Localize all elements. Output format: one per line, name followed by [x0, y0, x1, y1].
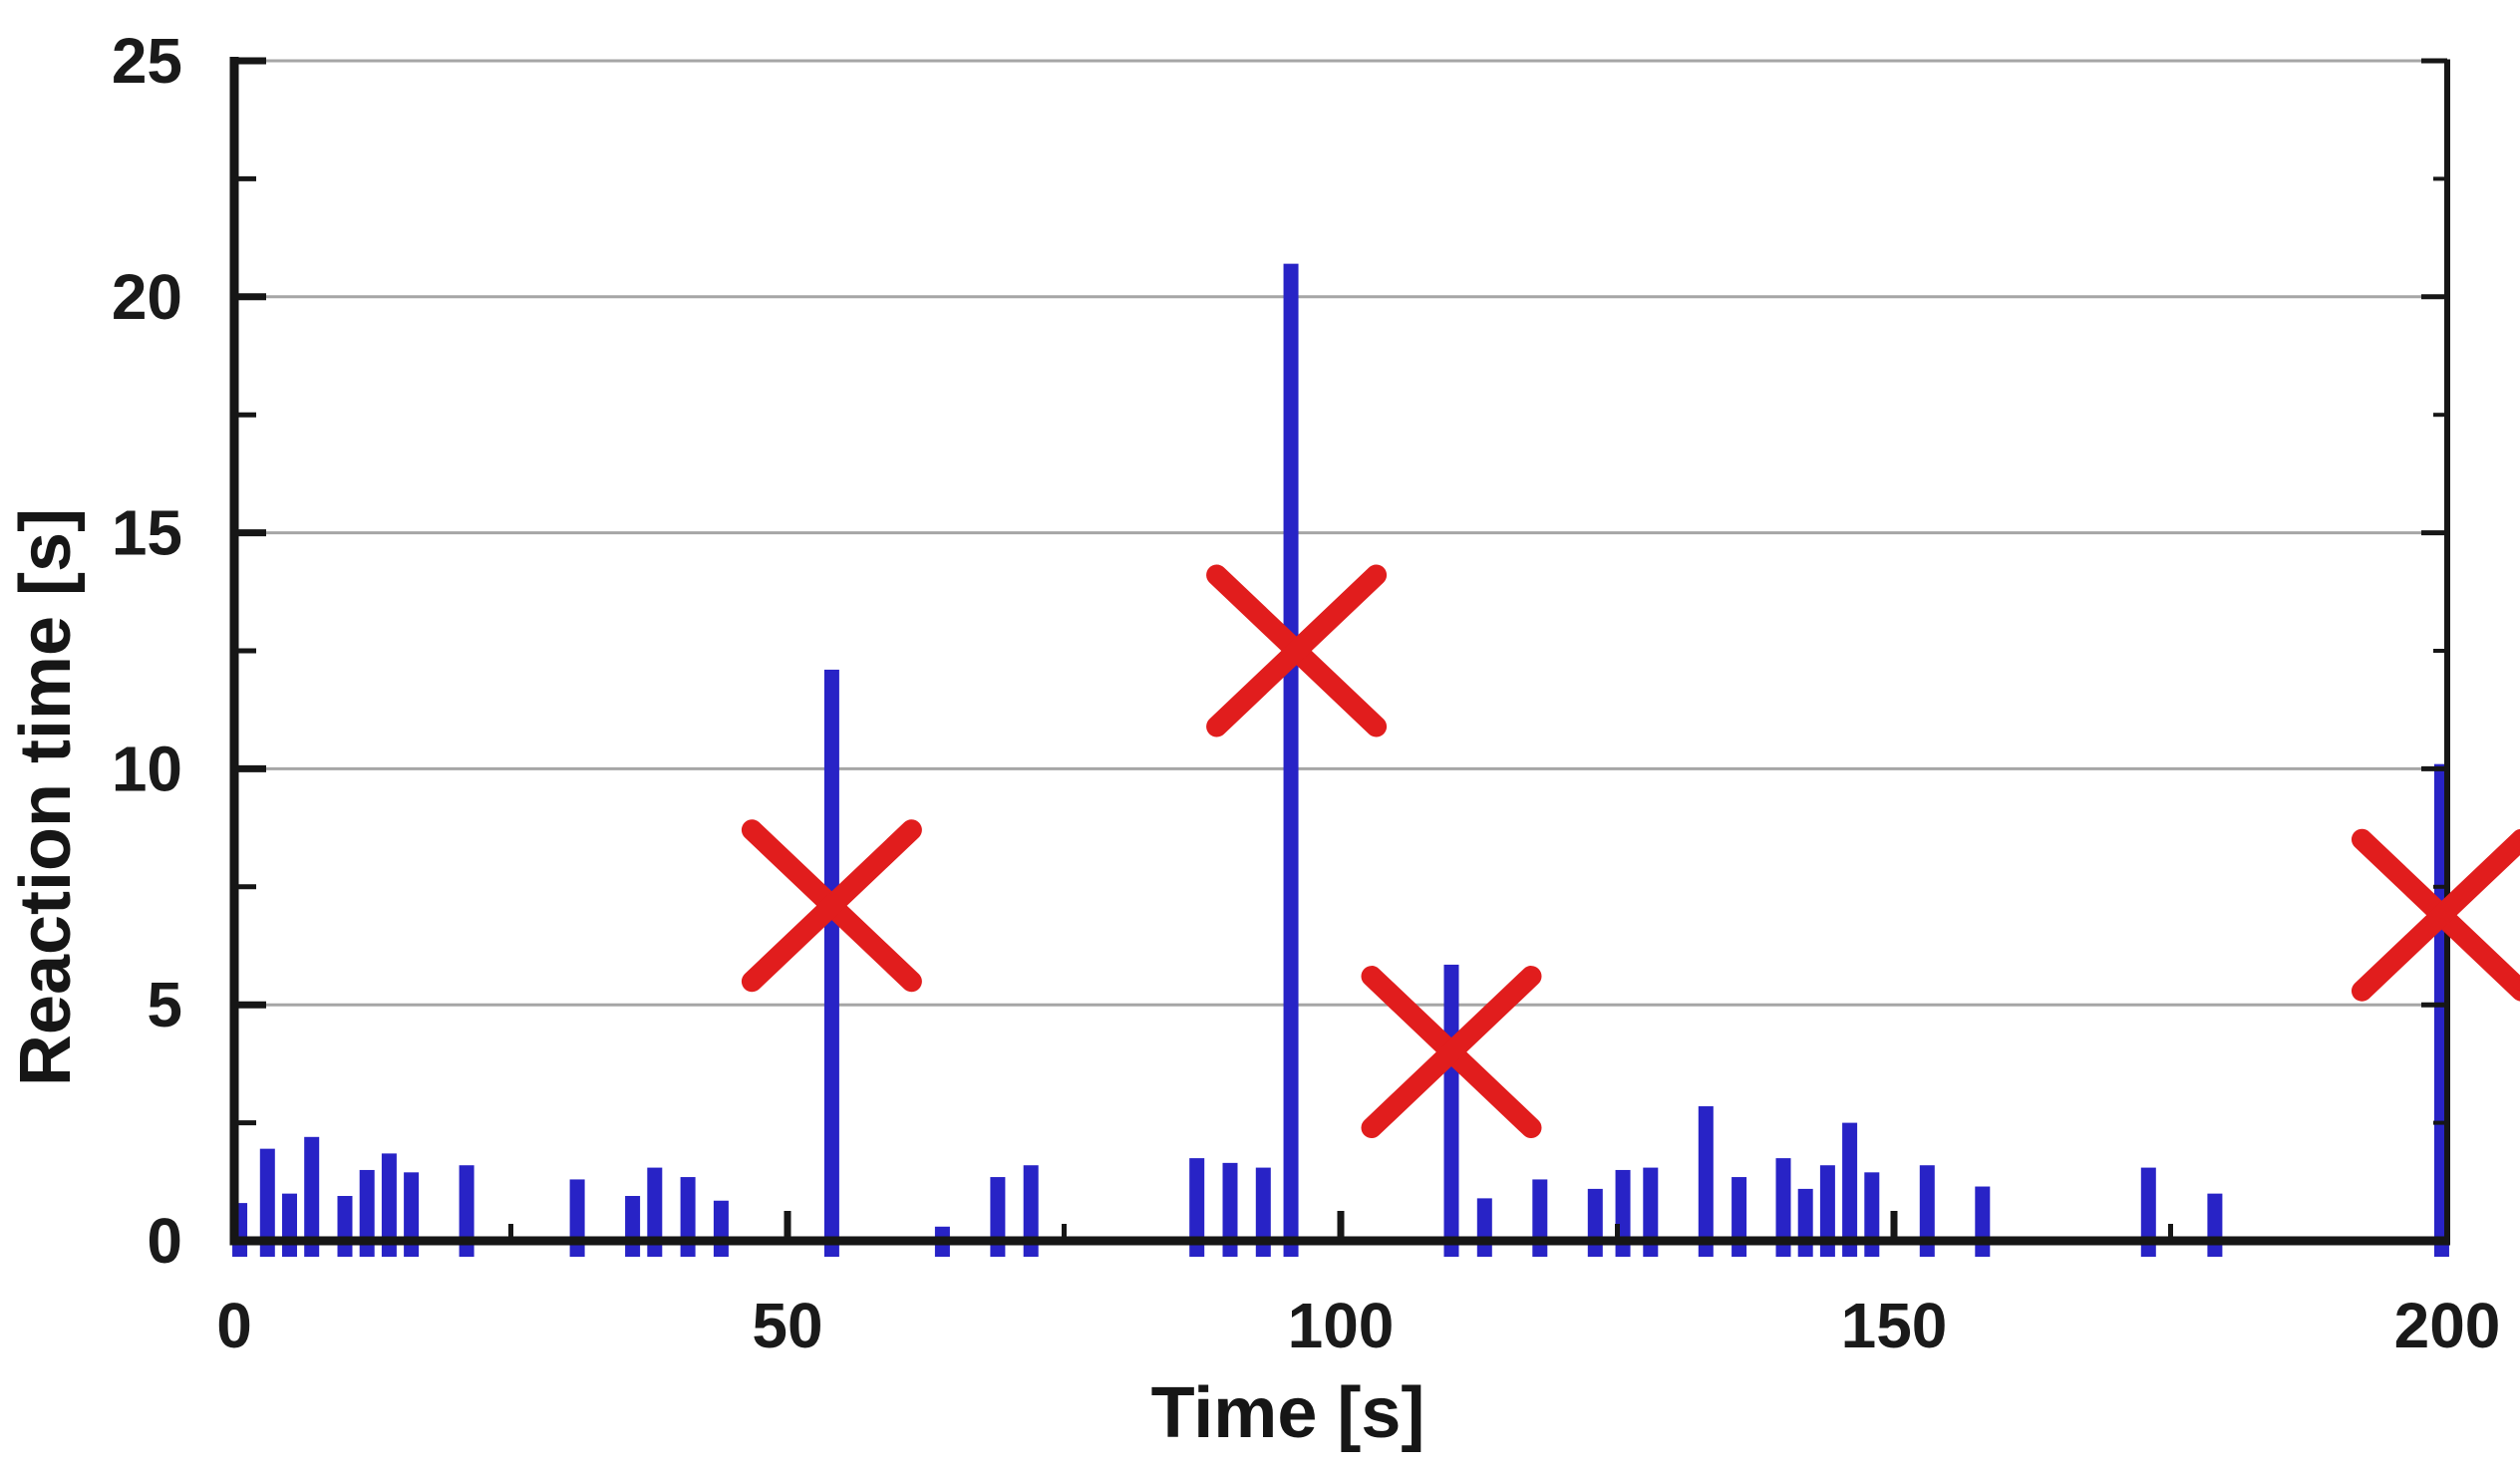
y-tick-label-20: 20 — [112, 261, 182, 333]
bar-t3 — [259, 1148, 275, 1257]
red-x-marker — [741, 819, 922, 993]
bar-t146 — [1842, 1122, 1858, 1257]
tick-labels-group: 0 5 10 15 20 25 0 50 100 150 200 — [112, 25, 2501, 1361]
y-tick-label-5: 5 — [147, 969, 182, 1040]
bar-t87 — [1189, 1158, 1205, 1257]
ticks-group — [234, 57, 2447, 1241]
axes-group — [229, 57, 2450, 1246]
red-x-markers-group — [741, 564, 2520, 1139]
red-x-leg — [741, 819, 922, 993]
bar-t44 — [713, 1200, 729, 1257]
bar-t144 — [1819, 1165, 1835, 1257]
y-tick-label-10: 10 — [112, 733, 182, 804]
bar-t128 — [1643, 1167, 1659, 1257]
bar-t110 — [1443, 964, 1459, 1257]
bar-t21 — [459, 1165, 474, 1257]
bar-t179 — [2207, 1193, 2223, 1257]
bar-t148 — [1864, 1172, 1880, 1257]
x-tick-label-100: 100 — [1288, 1290, 1395, 1361]
bar-t113 — [1476, 1198, 1492, 1257]
y-tick-label-15: 15 — [112, 497, 182, 569]
bar-t38 — [647, 1167, 663, 1257]
bars-group — [232, 263, 2449, 1257]
gridlines-group — [234, 59, 2447, 1007]
x-tick-label-50: 50 — [752, 1290, 822, 1361]
x-tick-label-0: 0 — [216, 1290, 252, 1361]
red-x-leg — [1361, 966, 1542, 1139]
x-axis-title: Time [s] — [1151, 1373, 1425, 1453]
bar-t173 — [2140, 1167, 2156, 1257]
bar-t10 — [337, 1196, 353, 1257]
bar-t142 — [1797, 1188, 1813, 1257]
red-x-marker — [1206, 564, 1388, 738]
bar-t133 — [1698, 1106, 1714, 1257]
bar-t36 — [625, 1196, 641, 1257]
x-tick-label-150: 150 — [1841, 1290, 1948, 1361]
bar-t140 — [1775, 1158, 1791, 1257]
red-x-marker — [1361, 966, 1542, 1139]
bar-t5 — [282, 1193, 297, 1257]
red-x-marker — [2351, 828, 2520, 1002]
bar-t90 — [1222, 1162, 1238, 1257]
x-tick-label-200: 200 — [2394, 1290, 2501, 1361]
bar-t158 — [1975, 1186, 1991, 1257]
bar-t123 — [1587, 1188, 1603, 1257]
bar-t16 — [404, 1172, 420, 1257]
bar-t95.5 — [1283, 263, 1299, 1257]
bar-t72 — [1023, 1165, 1039, 1257]
bar-t7 — [304, 1136, 320, 1257]
bar-t93 — [1255, 1167, 1271, 1257]
bar-t54 — [823, 669, 839, 1257]
y-tick-label-25: 25 — [112, 25, 182, 97]
bar-t12 — [359, 1169, 375, 1257]
red-x-leg — [1206, 564, 1388, 738]
y-axis-title: Reaction time [s] — [6, 508, 86, 1086]
red-x-leg — [2351, 828, 2520, 1002]
bar-t153 — [1919, 1165, 1935, 1257]
y-tick-label-0: 0 — [147, 1205, 182, 1277]
bar-t14 — [381, 1153, 397, 1257]
